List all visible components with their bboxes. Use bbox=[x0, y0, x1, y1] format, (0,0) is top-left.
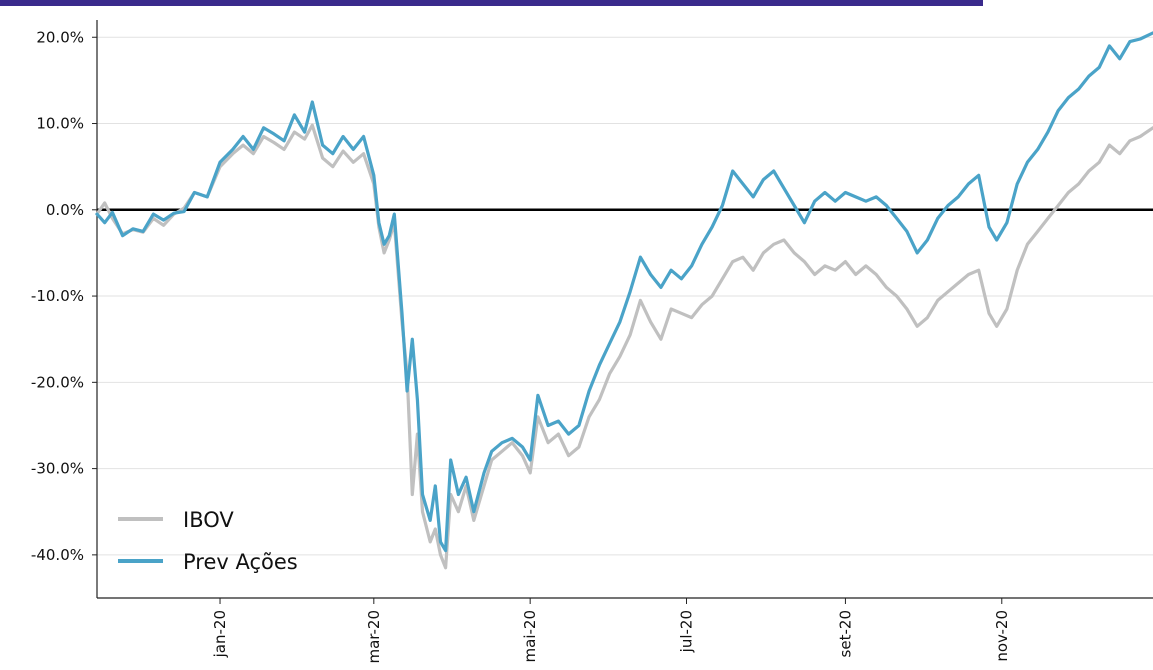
y-tick-label: -20.0% bbox=[31, 373, 84, 391]
series-lines bbox=[95, 31, 1153, 570]
y-tick-label: -10.0% bbox=[31, 287, 84, 305]
y-tick-label: -30.0% bbox=[31, 460, 84, 478]
x-tick-label: jan-20 bbox=[211, 610, 229, 658]
y-tick-label: 0.0% bbox=[46, 201, 84, 219]
y-tick-label: -40.0% bbox=[31, 546, 84, 564]
gridlines bbox=[97, 36, 1153, 556]
series-line-prev-acoes bbox=[95, 31, 1153, 553]
x-tick-label: mar-20 bbox=[365, 610, 383, 664]
axes: 20.0% 10.0% 0.0% -10.0% -20.0% -30.0% -40.0% ja… bbox=[31, 20, 1153, 664]
y-tick-label: 10.0% bbox=[36, 115, 84, 133]
x-tick-label: mai-20 bbox=[521, 610, 539, 662]
legend-label-ibov: IBOV bbox=[183, 508, 234, 532]
x-tick-label: set-20 bbox=[836, 610, 854, 657]
x-tick-label: jul-20 bbox=[678, 610, 696, 653]
series-line-ibov bbox=[95, 123, 1153, 570]
legend-label-prev-acoes: Prev Ações bbox=[183, 550, 298, 574]
header-bar bbox=[0, 0, 983, 6]
x-tick-label: nov-20 bbox=[993, 610, 1011, 662]
y-tick-label: 20.0% bbox=[36, 28, 84, 46]
legend: IBOV Prev Ações bbox=[118, 508, 298, 574]
